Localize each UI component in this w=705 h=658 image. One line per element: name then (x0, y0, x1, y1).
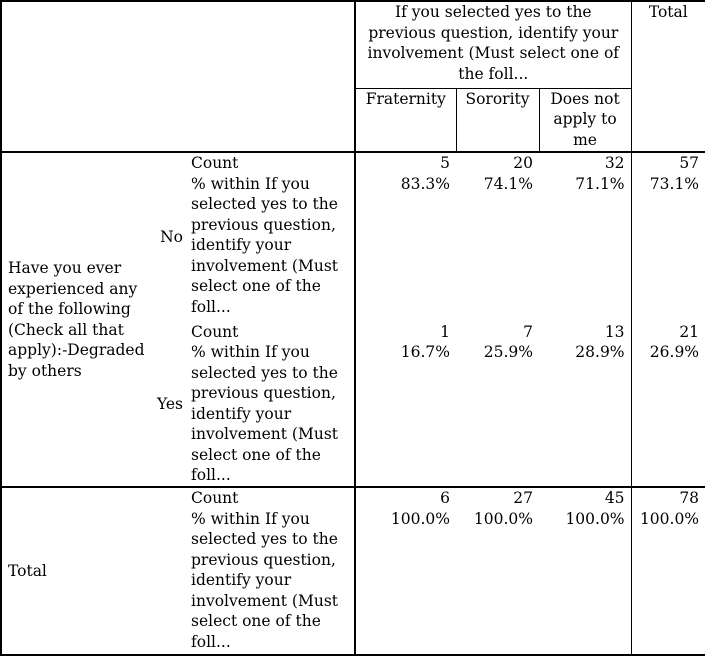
row-variable-label: Have you ever experienced any of the fol… (0, 152, 149, 488)
stat-label-count: Count (191, 489, 239, 507)
cell-count: 6 (354, 487, 457, 509)
cell-count: 27 (513, 489, 534, 507)
cell-pct-total: 73.1% (630, 173, 705, 322)
stat-label-pct: % within If you selected yes to the prev… (189, 342, 356, 488)
row-category-yes: Yes (149, 321, 189, 488)
stat-label-pct: % within If you selected yes to the prev… (189, 508, 356, 656)
cell-pct: 16.7% (354, 342, 457, 488)
column-header-does-not-apply: Does not apply to me (538, 88, 632, 153)
stat-label-count: Count (191, 322, 239, 341)
cell-count: 1 (354, 321, 457, 342)
cell-count: 13 (604, 322, 625, 341)
cell-pct: 100.0% (539, 508, 632, 656)
cell-count-total: 21 (630, 321, 705, 342)
cell-pct: 71.1% (575, 174, 625, 193)
corner-cell (0, 0, 356, 153)
cell-count: 45 (604, 489, 625, 507)
cell-pct-total: 26.9% (630, 342, 705, 488)
stat-label-count: Count (191, 154, 239, 172)
cell-pct: 25.9% (456, 342, 540, 488)
cell-pct: 28.9% (539, 342, 632, 488)
cell-pct: 100.0% (354, 508, 457, 656)
cell-pct: 83.3% (354, 173, 457, 322)
cell-count: 7 (523, 322, 534, 341)
cell-count: 32 (604, 154, 625, 172)
total-row-label: Total (0, 487, 189, 656)
row-category-no: No (160, 228, 183, 246)
cell-count: 20 (513, 154, 534, 172)
cell-count-total: 57 (630, 152, 705, 174)
total-column-header: Total (630, 0, 705, 153)
stat-label-pct: % within If you selected yes to the prev… (191, 174, 339, 316)
cell-pct: 100.0% (456, 508, 540, 656)
column-header-fraternity: Fraternity (354, 88, 457, 153)
cell-count: 5 (354, 152, 457, 174)
column-header-sorority: Sorority (455, 88, 540, 153)
column-group-header: If you selected yes to the previous ques… (354, 0, 632, 89)
cell-count-total: 78 (630, 487, 705, 509)
cell-pct: 74.1% (483, 174, 534, 193)
cell-pct-total: 100.0% (630, 508, 705, 656)
